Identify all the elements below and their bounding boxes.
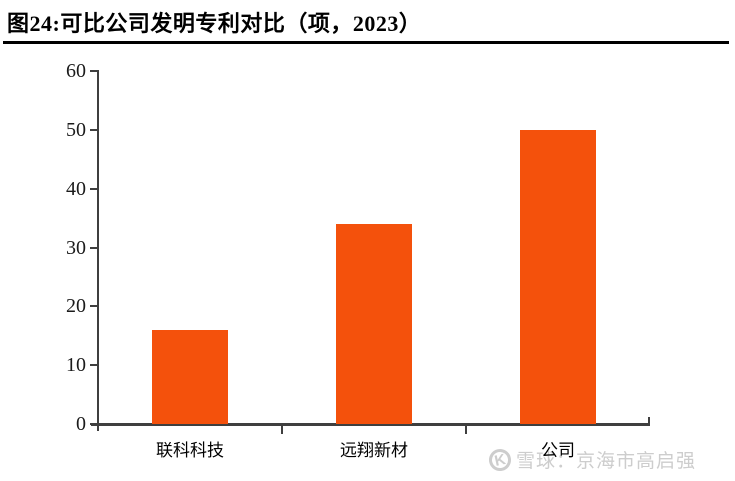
y-tick [90,187,98,190]
bar [520,130,596,424]
y-tick [90,128,98,131]
y-tick-label: 50 [66,118,86,141]
bar [152,330,228,424]
y-axis-line [97,70,99,431]
x-axis-end-tick [648,417,650,423]
x-tick [281,426,283,434]
y-tick [90,423,98,425]
y-tick [90,246,98,249]
y-tick-label: 0 [76,413,86,435]
y-tick [90,305,98,308]
y-tick-label: 10 [66,354,86,377]
watermark: K 雪球：京海市高启强 [486,446,697,473]
x-axis-line [91,423,650,426]
y-tick-label: 40 [66,177,86,200]
watermark-text: 雪球：京海市高启强 [516,451,697,472]
y-tick-label: 30 [66,236,86,259]
bar [336,224,412,424]
x-category-label: 公司 [541,441,575,460]
y-tick [90,364,98,367]
figure-title: 图24:可比公司发明专利对比（项，2023） [7,11,422,36]
x-tick [465,426,467,434]
y-tick-label: 20 [66,295,86,318]
x-category-label: 联科科技 [156,441,224,460]
y-tick-label: 60 [66,60,86,82]
y-tick [90,70,98,72]
x-category-label: 远翔新材 [340,441,408,460]
title-underline [3,41,729,44]
